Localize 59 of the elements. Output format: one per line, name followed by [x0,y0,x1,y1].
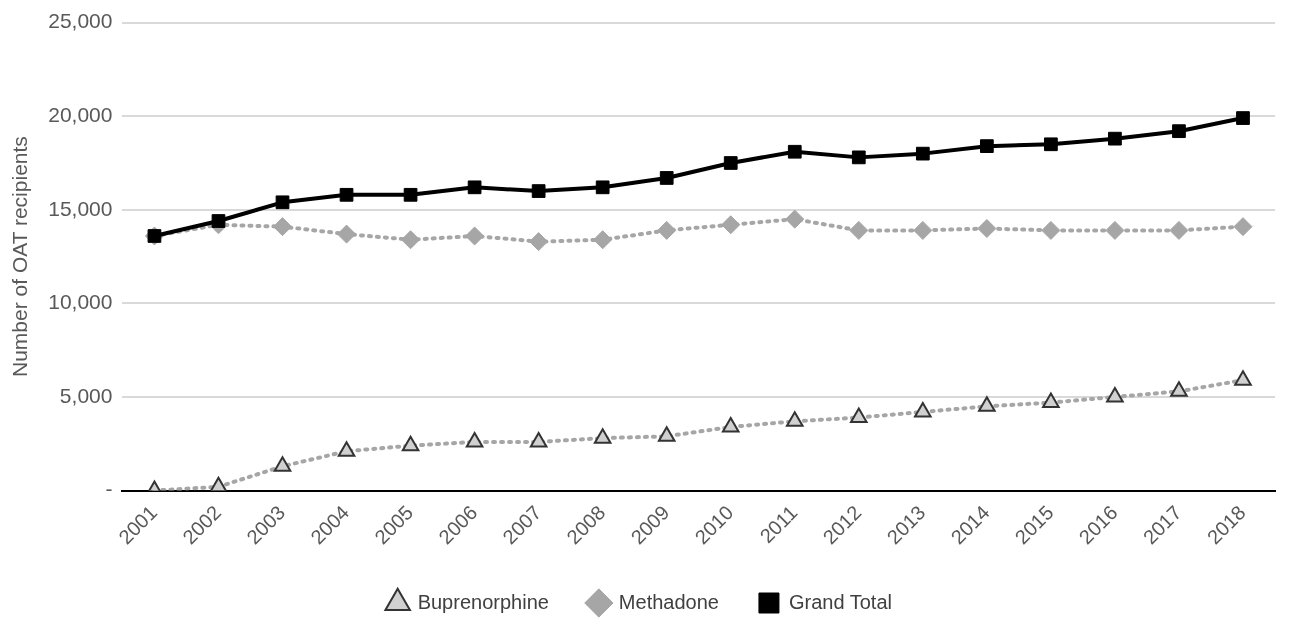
y-tick-label: - [105,477,113,501]
point [785,411,804,427]
point [403,187,418,202]
point [529,431,548,448]
point [914,401,932,418]
point [1169,220,1189,240]
point [401,435,420,452]
legend-label: Buprenorphine [417,590,549,613]
point [1105,220,1125,240]
point [1236,111,1250,125]
point [211,214,226,228]
y-tick-label: 5,000 [59,383,113,407]
point [339,187,354,202]
point [465,226,485,246]
point [529,232,549,252]
point [1108,131,1122,146]
point [721,416,740,433]
point [915,146,930,161]
point [721,215,741,235]
y-tick-label: 10,000 [48,290,113,314]
point [977,219,997,239]
point [657,220,677,240]
point [275,195,290,210]
y-tick-label: 20,000 [48,102,113,126]
point [849,220,869,240]
point [723,156,738,170]
point [465,431,484,448]
point [1234,370,1252,386]
y-axis-title: Number of OAT recipients [8,136,32,377]
point [1172,124,1186,139]
point [1170,381,1188,397]
point [1042,392,1060,409]
point [467,180,482,195]
point [851,150,866,165]
y-tick-label: 15,000 [48,196,113,220]
point [978,396,996,412]
point [273,217,293,237]
point [595,180,610,195]
point [1106,386,1124,403]
point [531,184,546,198]
point [785,209,805,229]
point [593,230,613,250]
legend-label: Grand Total [788,590,892,613]
point [979,139,994,154]
point [1233,217,1253,237]
point [787,144,802,159]
point [273,456,292,472]
point [401,230,421,250]
point [850,407,868,424]
y-tick-label: 25,000 [48,9,113,33]
point [337,224,357,244]
point [657,426,676,442]
legend-label: Methadone [618,590,719,613]
point [593,428,612,444]
point [1041,220,1061,240]
point [1044,137,1058,152]
point [337,441,356,457]
point [659,171,674,185]
point [913,220,933,240]
